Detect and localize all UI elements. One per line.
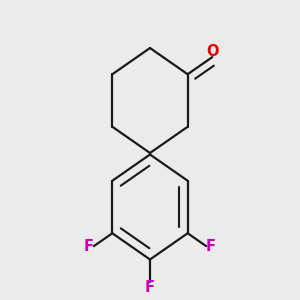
Text: F: F — [84, 238, 94, 253]
Text: F: F — [206, 238, 216, 253]
Text: O: O — [206, 44, 218, 59]
Text: F: F — [145, 280, 155, 295]
